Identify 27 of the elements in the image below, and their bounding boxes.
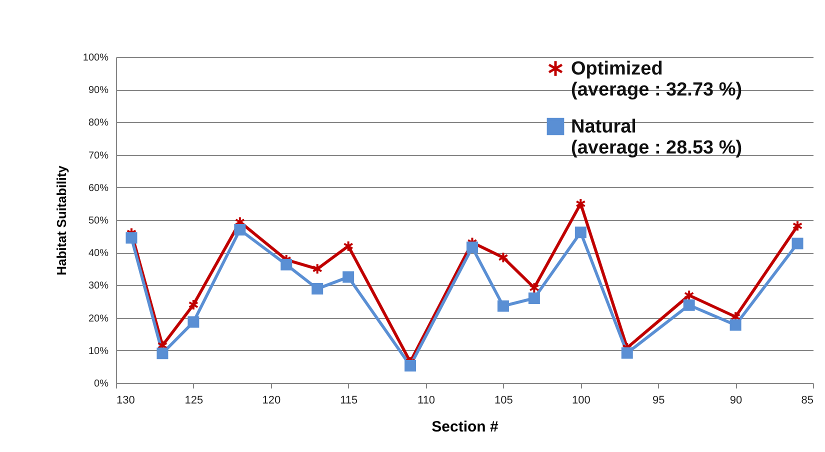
y-tick-label: 50% — [88, 216, 109, 226]
legend-label: Natural — [571, 116, 636, 138]
legend-label: Optimized — [571, 58, 663, 80]
x-tick-label: 125 — [184, 394, 204, 406]
x-axis-title: Section # — [432, 418, 499, 436]
x-tick-label: 85 — [801, 394, 814, 406]
x-tick-label: 115 — [340, 394, 358, 406]
y-axis-title: Habitat Suitability — [54, 164, 69, 276]
annotation: (average : 28.53 %) — [571, 138, 742, 158]
x-tick-label: 95 — [652, 394, 665, 406]
annotation: (average : 32.73 %) — [571, 80, 742, 100]
x-tick-label: 100 — [572, 394, 590, 406]
y-tick-label: 40% — [88, 248, 109, 260]
y-tick-label: 20% — [88, 313, 109, 324]
x-tick-label: 90 — [730, 394, 742, 406]
y-tick-label: 30% — [88, 280, 109, 292]
y-tick-label: 60% — [88, 182, 109, 194]
x-tick-label: 130 — [116, 394, 135, 406]
y-tick-label: 90% — [88, 85, 109, 96]
y-tick-label: 0% — [94, 378, 109, 390]
y-tick-label: 100% — [82, 52, 109, 64]
y-tick-label: 10% — [88, 346, 109, 357]
x-tick-label: 120 — [262, 394, 281, 406]
y-tick-label: 80% — [88, 118, 109, 129]
x-tick-label: 105 — [494, 394, 513, 406]
y-tick-label: 70% — [88, 150, 109, 162]
x-tick-label: 110 — [418, 394, 436, 406]
